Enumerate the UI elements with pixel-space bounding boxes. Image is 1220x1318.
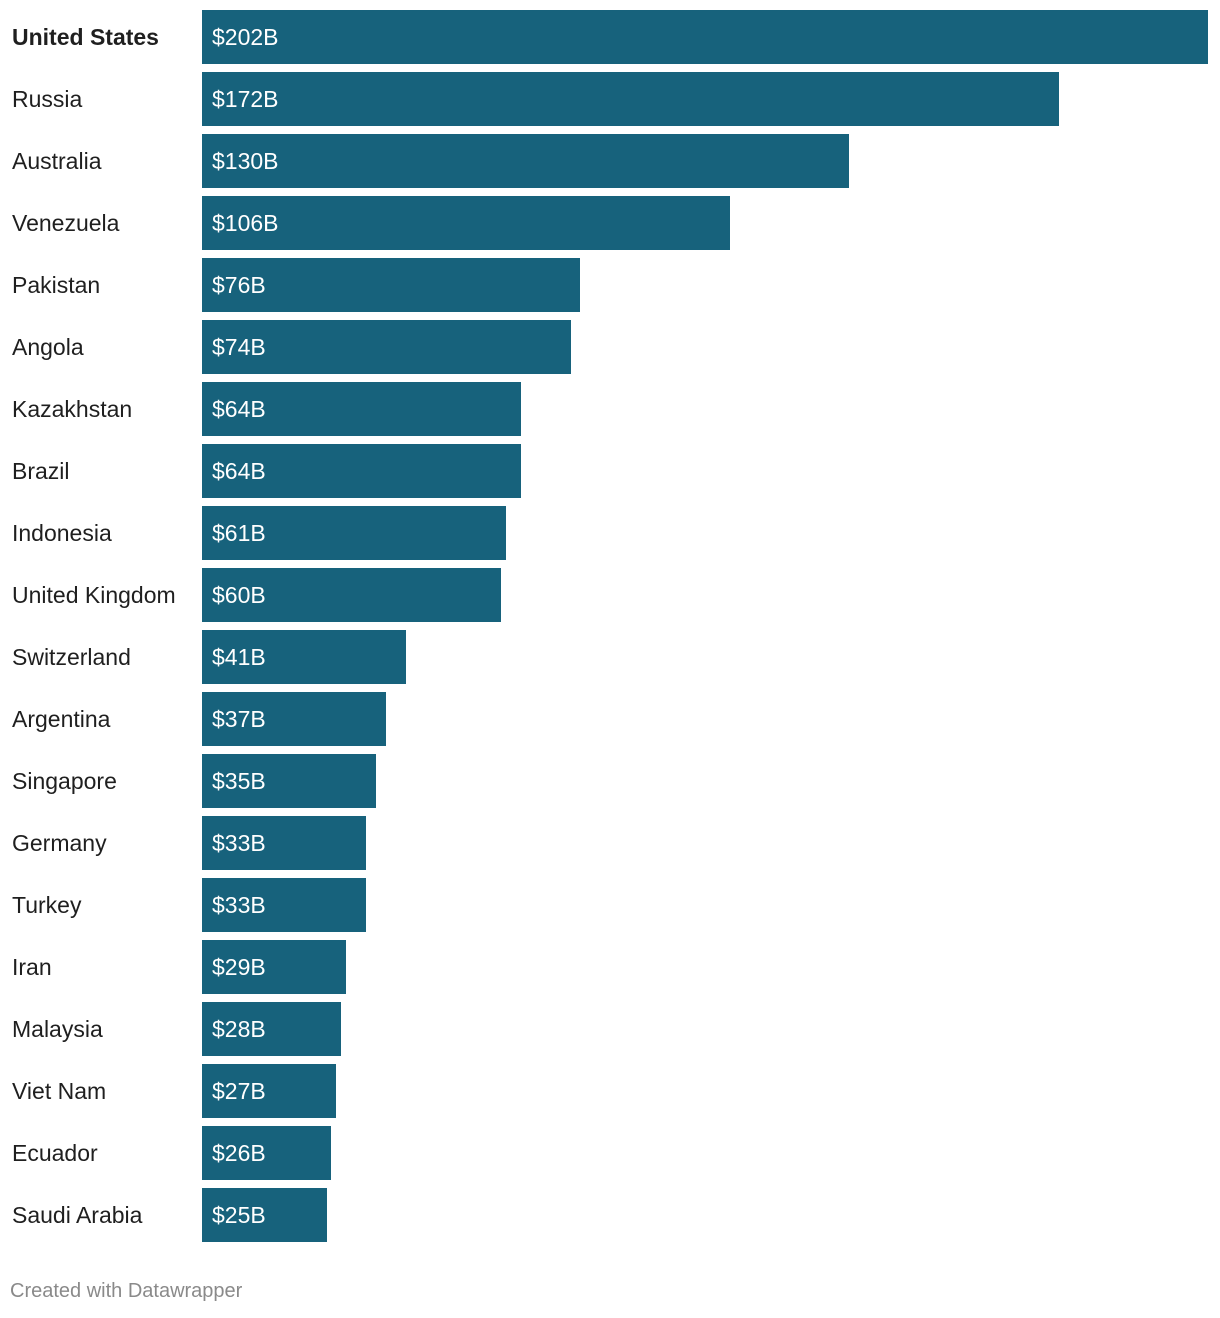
value-label: $25B xyxy=(212,1202,266,1228)
bar-row: Germany $33B xyxy=(0,816,1220,870)
bar xyxy=(202,196,730,250)
credit-text: Created with Datawrapper xyxy=(10,1280,243,1302)
bar xyxy=(202,72,1059,126)
value-label: $106B xyxy=(212,210,279,236)
bar xyxy=(202,692,386,746)
bar-row: Kazakhstan $64B xyxy=(0,382,1220,436)
bar-row: Singapore $35B xyxy=(0,754,1220,808)
bar-row: Australia $130B xyxy=(0,134,1220,188)
category-label: Germany xyxy=(12,830,107,856)
bar xyxy=(202,940,346,994)
bar xyxy=(202,754,376,808)
bar-row: Argentina $37B xyxy=(0,692,1220,746)
value-label: $27B xyxy=(212,1078,266,1104)
bar-row: Malaysia $28B xyxy=(0,1002,1220,1056)
category-label: Indonesia xyxy=(12,520,112,546)
category-label: Venezuela xyxy=(12,210,120,236)
bar xyxy=(202,1188,327,1242)
value-label: $64B xyxy=(212,458,266,484)
category-label: Viet Nam xyxy=(12,1078,107,1104)
value-label: $64B xyxy=(212,396,266,422)
bar xyxy=(202,444,521,498)
category-label: Turkey xyxy=(12,892,82,918)
bar xyxy=(202,506,506,560)
value-label: $74B xyxy=(212,334,266,360)
bar xyxy=(202,320,571,374)
value-label: $26B xyxy=(212,1140,266,1166)
bar-row: Saudi Arabia $25B xyxy=(0,1188,1220,1242)
value-label: $202B xyxy=(212,24,279,50)
value-label: $28B xyxy=(212,1016,266,1042)
bar-row: Angola $74B xyxy=(0,320,1220,374)
value-label: $33B xyxy=(212,830,266,856)
value-label: $130B xyxy=(212,148,279,174)
bar xyxy=(202,816,366,870)
category-label: United Kingdom xyxy=(12,582,176,608)
bar-row: Iran $29B xyxy=(0,940,1220,994)
bar-row: Pakistan $76B xyxy=(0,258,1220,312)
value-label: $60B xyxy=(212,582,266,608)
value-label: $172B xyxy=(212,86,279,112)
category-label: Brazil xyxy=(12,458,70,484)
category-label: Iran xyxy=(12,954,52,980)
bar xyxy=(202,258,580,312)
bar-row: Brazil $64B xyxy=(0,444,1220,498)
bar xyxy=(202,10,1208,64)
category-label: Argentina xyxy=(12,706,111,732)
category-label: Kazakhstan xyxy=(12,396,133,422)
bar-row: Indonesia $61B xyxy=(0,506,1220,560)
bar xyxy=(202,630,406,684)
bar-row: Turkey $33B xyxy=(0,878,1220,932)
value-label: $37B xyxy=(212,706,266,732)
bar-row: Venezuela $106B xyxy=(0,196,1220,250)
category-label: Russia xyxy=(12,86,83,112)
category-label: Singapore xyxy=(12,768,117,794)
bar xyxy=(202,878,366,932)
bar xyxy=(202,382,521,436)
bar xyxy=(202,134,849,188)
category-label: United States xyxy=(12,24,159,50)
value-label: $61B xyxy=(212,520,266,546)
value-label: $76B xyxy=(212,272,266,298)
bar xyxy=(202,1126,331,1180)
value-label: $41B xyxy=(212,644,266,670)
bar-row: Russia $172B xyxy=(0,72,1220,126)
value-label: $29B xyxy=(212,954,266,980)
bar xyxy=(202,568,501,622)
bar-row: United Kingdom $60B xyxy=(0,568,1220,622)
category-label: Pakistan xyxy=(12,272,101,298)
bar-row: United States $202B xyxy=(0,10,1220,64)
category-label: Switzerland xyxy=(12,644,131,670)
bar-row: Ecuador $26B xyxy=(0,1126,1220,1180)
category-label: Saudi Arabia xyxy=(12,1202,143,1228)
value-label: $33B xyxy=(212,892,266,918)
category-label: Australia xyxy=(12,148,102,174)
bar xyxy=(202,1064,336,1118)
category-label: Ecuador xyxy=(12,1140,98,1166)
bar-row: Viet Nam $27B xyxy=(0,1064,1220,1118)
value-label: $35B xyxy=(212,768,266,794)
bar xyxy=(202,1002,341,1056)
category-label: Malaysia xyxy=(12,1016,103,1042)
category-label: Angola xyxy=(12,334,84,360)
bar-row: Switzerland $41B xyxy=(0,630,1220,684)
